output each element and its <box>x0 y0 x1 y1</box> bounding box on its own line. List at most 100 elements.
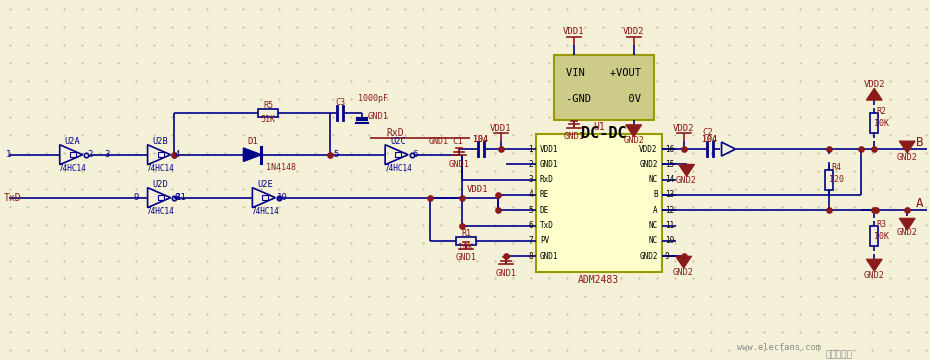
Text: 10K: 10K <box>874 232 889 241</box>
Text: DC-DC: DC-DC <box>581 126 627 141</box>
Text: GND1: GND1 <box>539 252 558 261</box>
Text: TxD: TxD <box>4 193 21 203</box>
Text: VDD1: VDD1 <box>467 185 488 194</box>
Text: 74HC14: 74HC14 <box>147 207 175 216</box>
Text: 1: 1 <box>6 150 11 159</box>
Text: U2C: U2C <box>391 137 406 146</box>
Bar <box>870 226 878 246</box>
Text: 10K: 10K <box>874 118 889 127</box>
Text: NC: NC <box>648 237 658 246</box>
Text: 12: 12 <box>665 206 674 215</box>
Text: VDD2: VDD2 <box>864 80 885 89</box>
Text: GND2: GND2 <box>639 252 658 261</box>
Text: DE: DE <box>539 206 549 215</box>
Text: GND1: GND1 <box>456 253 476 262</box>
Text: U2A: U2A <box>65 137 81 146</box>
Text: NC: NC <box>648 221 658 230</box>
Text: 1N4148: 1N4148 <box>266 163 297 172</box>
Text: B: B <box>653 190 658 199</box>
Text: 1000pF: 1000pF <box>358 94 388 103</box>
Text: 11: 11 <box>665 221 674 230</box>
Bar <box>259 109 278 117</box>
Polygon shape <box>899 218 915 230</box>
Text: 3: 3 <box>105 150 110 159</box>
Text: 9: 9 <box>665 252 670 261</box>
Text: 51K: 51K <box>260 115 276 124</box>
Text: R3: R3 <box>876 220 886 229</box>
Text: VDD2: VDD2 <box>639 145 658 154</box>
Text: 10: 10 <box>277 193 287 202</box>
Polygon shape <box>675 256 692 268</box>
Text: 13: 13 <box>665 190 674 199</box>
Text: U2D: U2D <box>153 180 168 189</box>
Text: 3: 3 <box>528 175 533 184</box>
Text: U2E: U2E <box>258 180 273 189</box>
Text: GND2: GND2 <box>673 268 694 277</box>
Text: VIN    +VOUT: VIN +VOUT <box>566 68 642 78</box>
Text: 5: 5 <box>528 206 533 215</box>
Text: C3: C3 <box>335 98 345 107</box>
Bar <box>870 113 878 133</box>
Bar <box>554 55 654 120</box>
Text: 104: 104 <box>473 135 488 144</box>
Text: GND2: GND2 <box>864 271 884 280</box>
Text: RxD: RxD <box>386 128 404 138</box>
Text: A: A <box>916 197 923 210</box>
Text: 电子发烧友: 电子发烧友 <box>826 350 853 359</box>
Text: VDD1: VDD1 <box>563 27 585 36</box>
Text: GND1: GND1 <box>448 159 470 168</box>
Polygon shape <box>626 125 642 137</box>
Text: 74HC14: 74HC14 <box>384 164 412 173</box>
Text: B: B <box>916 136 923 149</box>
Text: GND2: GND2 <box>623 136 644 145</box>
Text: www.elecfans.com: www.elecfans.com <box>737 343 821 352</box>
Text: 104: 104 <box>702 135 717 144</box>
Text: U2B: U2B <box>153 137 168 146</box>
Text: NC: NC <box>648 175 658 184</box>
Text: C1: C1 <box>452 136 463 145</box>
Text: 14: 14 <box>665 175 674 184</box>
Bar <box>456 237 476 245</box>
Text: GND2: GND2 <box>639 160 658 169</box>
Text: R4: R4 <box>831 163 842 172</box>
Bar <box>395 152 401 157</box>
Text: 2: 2 <box>528 160 533 169</box>
Text: RxD: RxD <box>539 175 553 184</box>
Bar <box>536 134 661 271</box>
Text: 10: 10 <box>665 237 674 246</box>
Text: 104: 104 <box>473 135 488 144</box>
Text: 11: 11 <box>176 193 186 202</box>
Text: 74HC14: 74HC14 <box>251 207 279 216</box>
Bar <box>157 152 164 157</box>
Bar <box>262 195 269 200</box>
Text: 8: 8 <box>528 252 533 261</box>
Text: 15: 15 <box>665 160 674 169</box>
Text: 120: 120 <box>829 175 844 184</box>
Text: -GND      0V: -GND 0V <box>566 94 642 104</box>
Polygon shape <box>244 148 261 161</box>
Polygon shape <box>899 141 915 153</box>
Text: TxD: TxD <box>539 221 553 230</box>
Text: 1: 1 <box>528 145 533 154</box>
Polygon shape <box>679 165 695 176</box>
Text: GND1: GND1 <box>564 132 584 141</box>
Text: PV: PV <box>539 237 549 246</box>
Text: D1: D1 <box>247 137 258 146</box>
Text: 9: 9 <box>134 193 140 202</box>
Text: GND1: GND1 <box>367 112 388 121</box>
Polygon shape <box>866 259 883 271</box>
Bar <box>825 170 833 190</box>
Text: RE: RE <box>539 190 549 199</box>
Text: 4: 4 <box>175 150 180 159</box>
Text: GND2: GND2 <box>897 153 918 162</box>
Text: 10K: 10K <box>458 243 473 252</box>
Text: U1: U1 <box>593 122 604 132</box>
Text: GND1: GND1 <box>496 269 516 278</box>
Text: C2: C2 <box>702 127 713 136</box>
Text: 6: 6 <box>412 150 418 159</box>
Text: VDD2: VDD2 <box>672 123 695 132</box>
Text: R2: R2 <box>876 107 886 116</box>
Bar <box>157 195 164 200</box>
Text: R1: R1 <box>461 229 471 238</box>
Bar <box>70 152 75 157</box>
